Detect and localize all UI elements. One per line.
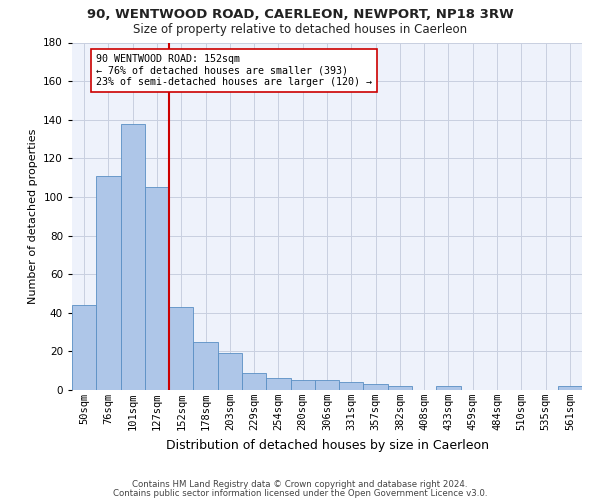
Text: 90 WENTWOOD ROAD: 152sqm
← 76% of detached houses are smaller (393)
23% of semi-: 90 WENTWOOD ROAD: 152sqm ← 76% of detach… xyxy=(96,54,372,88)
Bar xyxy=(315,380,339,390)
Text: 90, WENTWOOD ROAD, CAERLEON, NEWPORT, NP18 3RW: 90, WENTWOOD ROAD, CAERLEON, NEWPORT, NP… xyxy=(86,8,514,20)
Bar xyxy=(193,342,218,390)
Y-axis label: Number of detached properties: Number of detached properties xyxy=(28,128,38,304)
Text: Size of property relative to detached houses in Caerleon: Size of property relative to detached ho… xyxy=(133,22,467,36)
Bar xyxy=(436,386,461,390)
Bar xyxy=(72,305,96,390)
Bar xyxy=(339,382,364,390)
Bar xyxy=(290,380,315,390)
Bar xyxy=(169,307,193,390)
Bar xyxy=(266,378,290,390)
Bar xyxy=(218,354,242,390)
Text: Contains public sector information licensed under the Open Government Licence v3: Contains public sector information licen… xyxy=(113,489,487,498)
Text: Contains HM Land Registry data © Crown copyright and database right 2024.: Contains HM Land Registry data © Crown c… xyxy=(132,480,468,489)
Bar xyxy=(388,386,412,390)
Bar xyxy=(242,372,266,390)
Bar xyxy=(121,124,145,390)
Bar xyxy=(364,384,388,390)
Bar xyxy=(96,176,121,390)
Bar xyxy=(558,386,582,390)
X-axis label: Distribution of detached houses by size in Caerleon: Distribution of detached houses by size … xyxy=(166,438,488,452)
Bar xyxy=(145,188,169,390)
